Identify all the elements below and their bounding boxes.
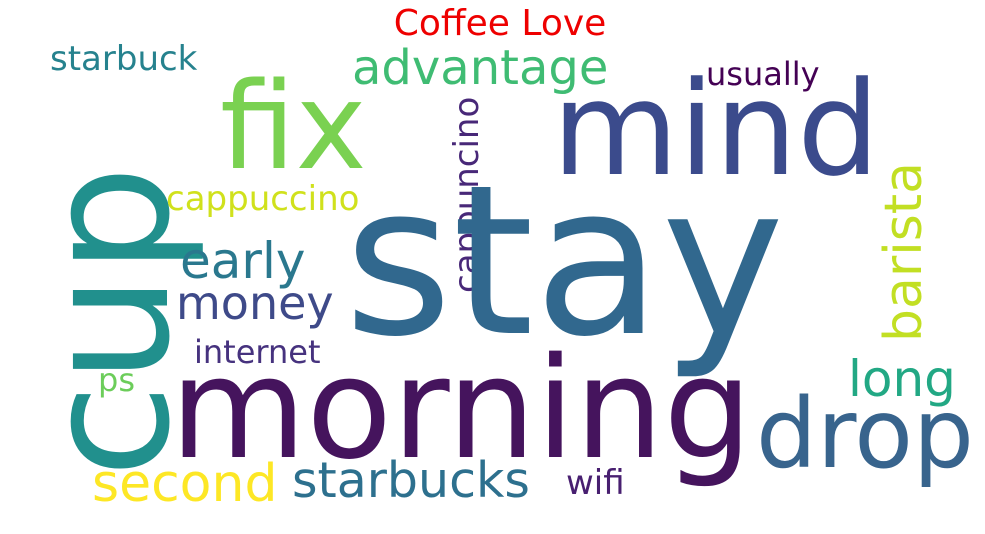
word-morning: morning [170,328,753,491]
page-title: Coffee Love [393,3,607,44]
word-internet: internet [194,333,321,371]
word-money: money [176,276,334,330]
word-long: long [848,350,956,408]
word-advantage: advantage [352,40,609,96]
word-usually: usually [706,55,820,93]
word-stay: stay [344,141,785,383]
word-wifi: wifi [566,463,625,503]
word-barista: barista [874,161,934,342]
word-starbucks: starbucks [292,452,530,509]
word-ps: ps [98,361,135,399]
word-starbuck: starbuck [50,39,198,79]
word-fix: fix [220,58,367,197]
word-drop: drop [756,378,974,490]
word-mind: mind [552,53,880,205]
word-second: second [92,454,278,514]
word-early: early [180,232,306,290]
word-cappuccino: cappuccino [166,179,360,219]
